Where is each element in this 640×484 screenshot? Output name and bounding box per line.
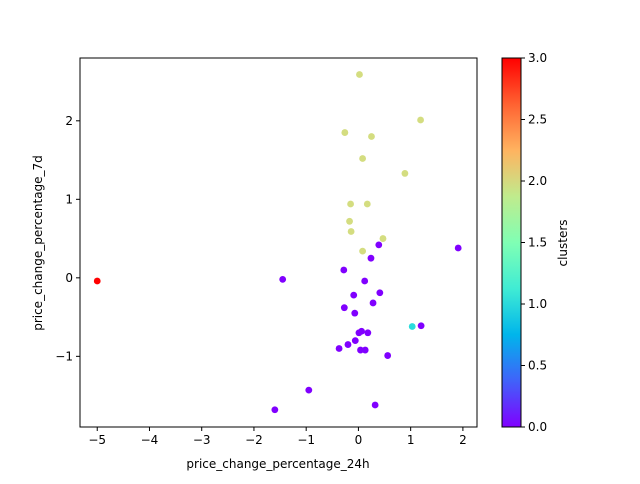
colorbar-tick-label: 3.0 [528, 51, 547, 65]
data-point [305, 386, 313, 394]
y-tick-label: 2 [65, 114, 73, 128]
y-axis-label: price_change_percentage_7d [31, 155, 45, 331]
x-tick-label: −5 [88, 433, 106, 447]
data-point [359, 155, 367, 162]
data-point [359, 247, 367, 255]
data-point [271, 406, 279, 414]
colorbar-tick-label: 0.5 [528, 359, 547, 373]
data-point [401, 170, 409, 177]
y-tick-label: 0 [65, 271, 73, 285]
colorbar-tick-label: 2.5 [528, 113, 547, 127]
data-point [369, 299, 377, 307]
data-point [376, 289, 384, 297]
data-point [375, 241, 383, 249]
data-point [355, 329, 363, 337]
data-point [384, 352, 392, 359]
data-point [350, 291, 358, 299]
points-layer [93, 71, 462, 414]
data-point [340, 266, 348, 274]
y-axis-ticks: −1 0 1 2 [55, 114, 80, 363]
x-tick-label: −4 [141, 433, 159, 447]
data-point [279, 276, 287, 283]
data-point [364, 329, 372, 337]
data-point [351, 337, 359, 345]
colorbar-ticks: 0.0 0.5 1.0 1.5 2.0 2.5 3.0 [521, 51, 547, 434]
data-point [344, 341, 352, 348]
colorbar-tick-label: 2.0 [528, 174, 547, 188]
colorbar-gradient [502, 58, 521, 427]
colorbar-tick-label: 1.0 [528, 297, 547, 311]
data-point [454, 244, 462, 252]
data-point [335, 345, 343, 352]
data-point [347, 200, 354, 208]
data-point [379, 235, 387, 242]
x-tick-label: 2 [459, 433, 467, 447]
data-point [363, 200, 371, 208]
data-point [417, 116, 424, 124]
data-point [361, 346, 369, 354]
x-axis-label: price_change_percentage_24h [186, 457, 369, 471]
colorbar-label: clusters [556, 219, 570, 266]
data-point [341, 129, 349, 136]
data-point [408, 323, 416, 330]
data-point [371, 401, 379, 409]
colorbar-tick-label: 0.0 [528, 420, 547, 434]
data-point [347, 228, 355, 235]
data-point [361, 277, 369, 285]
y-tick-label: −1 [55, 349, 73, 363]
x-tick-label: 1 [407, 433, 415, 447]
data-point [417, 322, 425, 330]
x-tick-label: −1 [297, 433, 315, 447]
data-point [368, 133, 375, 140]
y-tick-label: 1 [65, 192, 73, 206]
data-point [356, 71, 363, 78]
x-tick-label: −3 [193, 433, 211, 447]
data-point [357, 346, 364, 354]
x-axis-ticks: −5 −4 −3 −2 −1 0 1 2 [88, 427, 467, 447]
data-point [340, 304, 348, 312]
data-point [351, 309, 359, 317]
data-point [93, 277, 101, 285]
plot-area-frame [79, 57, 478, 428]
data-point [346, 217, 353, 225]
data-point [367, 254, 375, 262]
x-tick-label: 0 [355, 433, 363, 447]
x-tick-label: −2 [245, 433, 263, 447]
colorbar-tick-label: 1.5 [528, 236, 547, 250]
